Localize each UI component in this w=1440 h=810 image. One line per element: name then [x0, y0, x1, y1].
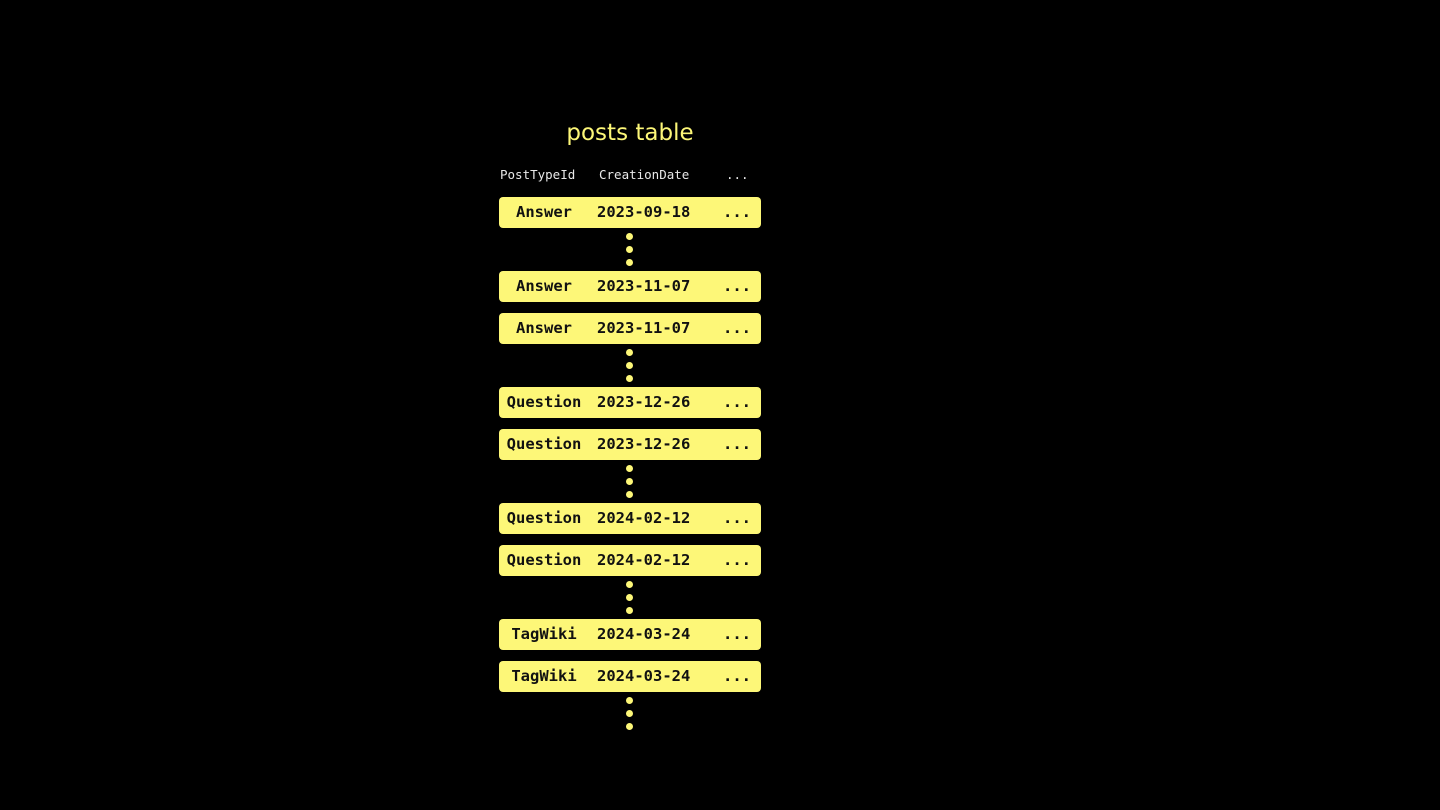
dot: [626, 491, 633, 498]
cell-more: ...: [723, 625, 751, 643]
cell-creationdate: 2024-02-12: [597, 551, 691, 569]
table-row: TagWiki 2024-03-24...: [499, 619, 761, 650]
vertical-ellipsis: [499, 228, 761, 271]
dot: [626, 594, 633, 601]
table-row: Question 2024-02-12...: [499, 503, 761, 534]
cell-posttypeid: TagWiki: [511, 667, 577, 685]
cell-posttypeid: Question: [506, 435, 582, 453]
cell-posttypeid: Answer: [516, 203, 572, 221]
cell-more: ...: [723, 203, 751, 221]
header-more: ...: [726, 167, 749, 182]
dot: [626, 465, 633, 472]
cell-more: ...: [723, 667, 751, 685]
dot: [626, 710, 633, 717]
header-posttypeid: PostTypeId: [500, 167, 576, 182]
table-row: Answer 2023-09-18...: [499, 197, 761, 228]
diagram-title: posts table: [566, 120, 694, 146]
dot: [626, 259, 633, 266]
cell-more: ...: [723, 435, 751, 453]
vertical-ellipsis: [499, 576, 761, 619]
dot: [626, 349, 633, 356]
dot: [626, 697, 633, 704]
cell-creationdate: 2024-03-24: [597, 667, 691, 685]
table-row: Question 2024-02-12...: [499, 545, 761, 576]
cell-posttypeid: Answer: [516, 277, 572, 295]
cell-posttypeid: TagWiki: [511, 625, 577, 643]
cell-creationdate: 2024-03-24: [597, 625, 691, 643]
dot: [626, 723, 633, 730]
cell-posttypeid: Answer: [516, 319, 572, 337]
vertical-ellipsis: [499, 344, 761, 387]
cell-more: ...: [723, 319, 751, 337]
table-row: TagWiki 2024-03-24...: [499, 661, 761, 692]
cell-creationdate: 2023-11-07: [597, 319, 691, 337]
cell-creationdate: 2023-09-18: [597, 203, 691, 221]
posts-list: Answer 2023-09-18... Answer 2023-11-07... An…: [499, 197, 761, 735]
vertical-ellipsis: [499, 460, 761, 503]
cell-creationdate: 2023-11-07: [597, 277, 691, 295]
cell-posttypeid: Question: [506, 551, 582, 569]
vertical-ellipsis: [499, 692, 761, 735]
cell-more: ...: [723, 277, 751, 295]
cell-more: ...: [723, 551, 751, 569]
dot: [626, 478, 633, 485]
cell-more: ...: [723, 509, 751, 527]
dot: [626, 246, 633, 253]
cell-creationdate: 2023-12-26: [597, 435, 691, 453]
dot: [626, 233, 633, 240]
dot: [626, 581, 633, 588]
dot: [626, 375, 633, 382]
cell-posttypeid: Question: [506, 393, 582, 411]
table-row: Answer 2023-11-07...: [499, 271, 761, 302]
dot: [626, 607, 633, 614]
cell-creationdate: 2023-12-26: [597, 393, 691, 411]
header-creationdate: CreationDate: [599, 167, 690, 182]
table-row: Answer 2023-11-07...: [499, 313, 761, 344]
cell-more: ...: [723, 393, 751, 411]
table-row: Question 2023-12-26...: [499, 387, 761, 418]
column-headers: PostTypeId CreationDate ...: [500, 167, 762, 185]
cell-creationdate: 2024-02-12: [597, 509, 691, 527]
table-row: Question 2023-12-26...: [499, 429, 761, 460]
cell-posttypeid: Question: [506, 509, 582, 527]
dot: [626, 362, 633, 369]
